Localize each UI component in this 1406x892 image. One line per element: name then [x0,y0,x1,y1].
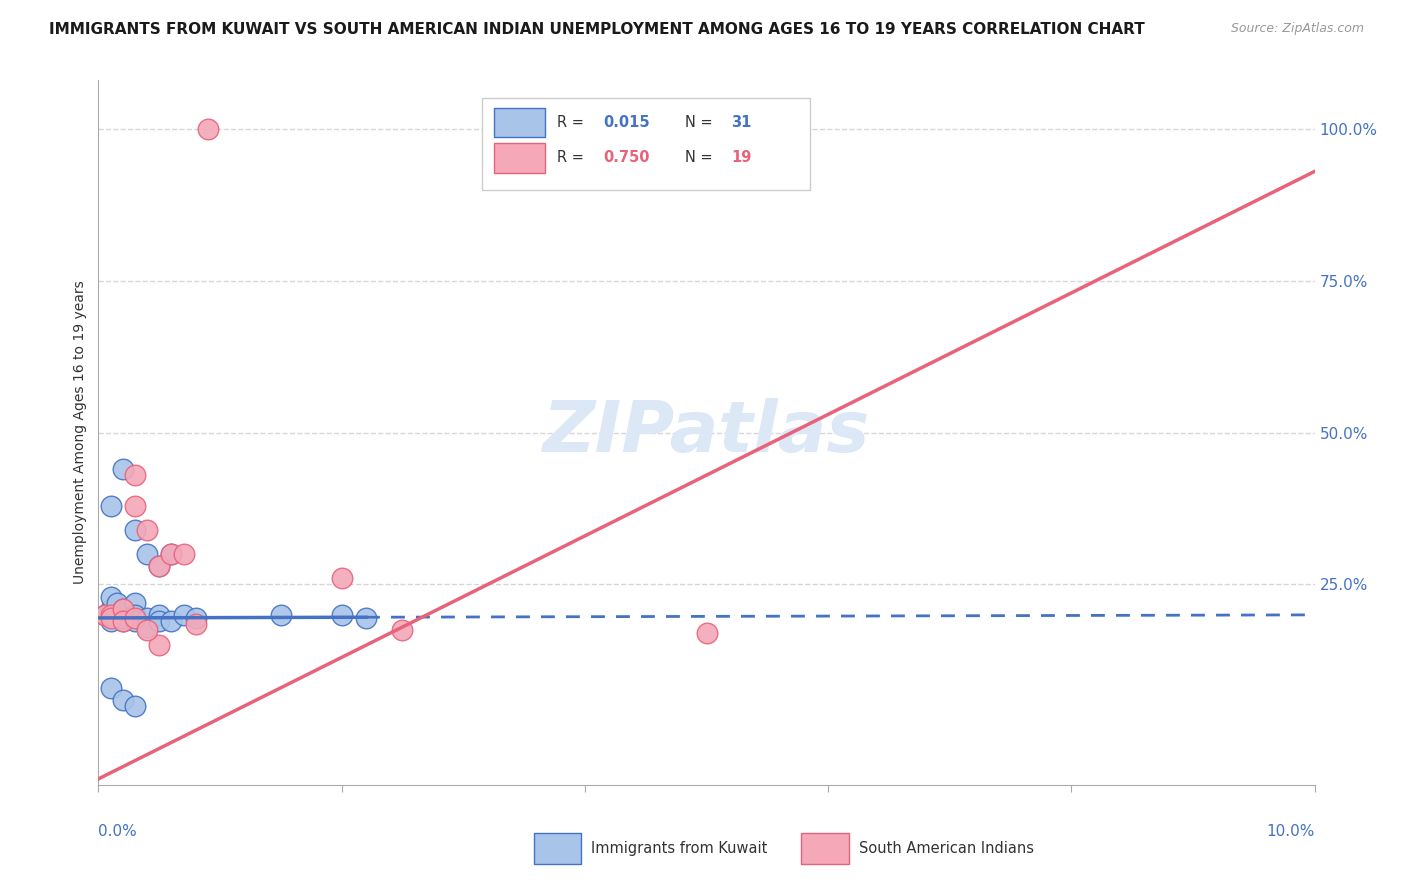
Point [93,607,115,622]
Point [124,614,146,628]
Text: R =: R = [557,150,589,165]
Point [124,499,146,513]
Text: N =: N = [685,115,717,130]
Point [100,590,122,604]
Point [100,499,122,513]
Point [111,611,134,625]
Text: 19: 19 [731,150,751,165]
Text: Source: ZipAtlas.com: Source: ZipAtlas.com [1230,22,1364,36]
Text: Immigrants from Kuwait: Immigrants from Kuwait [591,841,768,856]
Point [124,607,146,622]
Point [100,614,122,628]
Point [148,614,170,628]
Point [160,614,183,628]
Point [111,614,134,628]
Y-axis label: Unemployment Among Ages 16 to 19 years: Unemployment Among Ages 16 to 19 years [73,281,87,584]
Point [136,523,159,537]
Point [100,607,122,622]
Point [111,602,134,616]
Point [148,559,170,574]
Point [354,611,377,625]
Point [136,620,159,634]
Text: N =: N = [685,150,717,165]
Point [124,523,146,537]
Text: IMMIGRANTS FROM KUWAIT VS SOUTH AMERICAN INDIAN UNEMPLOYMENT AMONG AGES 16 TO 19: IMMIGRANTS FROM KUWAIT VS SOUTH AMERICAN… [49,22,1144,37]
FancyBboxPatch shape [534,833,581,863]
Point [330,607,353,622]
Point [270,607,292,622]
Point [160,547,183,561]
Point [124,468,146,483]
Text: R =: R = [557,115,589,130]
Point [124,698,146,713]
Point [93,607,115,622]
Point [124,611,146,625]
Point [391,623,413,637]
Text: 0.015: 0.015 [603,115,650,130]
Point [696,626,718,640]
Point [100,602,122,616]
Text: 10.0%: 10.0% [1267,823,1315,838]
Point [330,571,353,585]
Text: 31: 31 [731,115,751,130]
Point [148,638,170,652]
Point [100,611,122,625]
Point [111,607,134,622]
FancyBboxPatch shape [494,143,544,172]
Point [111,602,134,616]
Point [148,607,170,622]
Point [148,559,170,574]
FancyBboxPatch shape [481,98,810,189]
Point [184,617,207,632]
Point [111,462,134,476]
Point [173,607,195,622]
Point [160,547,183,561]
Point [136,623,159,637]
FancyBboxPatch shape [801,833,849,863]
Point [100,681,122,695]
Point [173,547,195,561]
Text: 0.0%: 0.0% [98,823,138,838]
Text: South American Indians: South American Indians [859,841,1033,856]
Text: ZIPatlas: ZIPatlas [543,398,870,467]
Point [111,693,134,707]
Point [105,596,128,610]
Point [111,614,134,628]
Point [136,547,159,561]
Point [124,596,146,610]
Text: 0.750: 0.750 [603,150,650,165]
Point [136,611,159,625]
Point [184,611,207,625]
Point [197,121,219,136]
FancyBboxPatch shape [494,108,544,137]
